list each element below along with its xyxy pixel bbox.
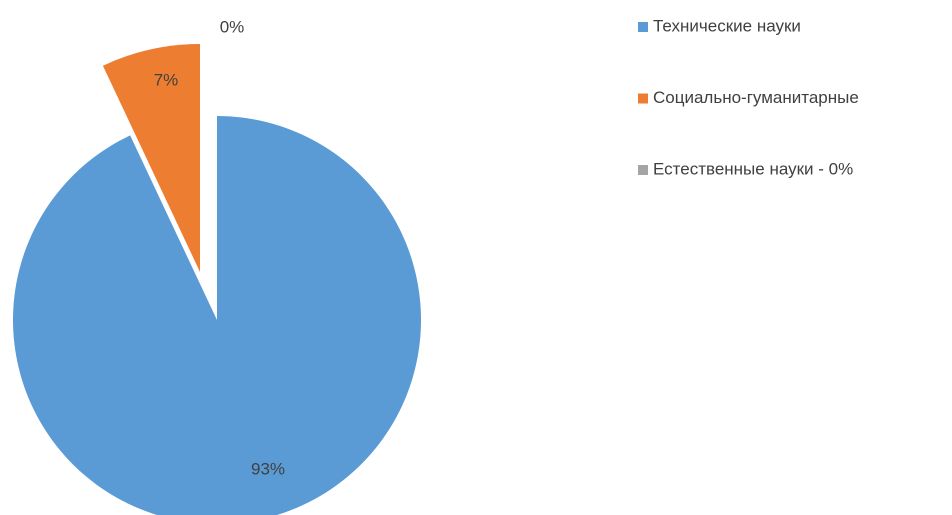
data-label: 93%: [251, 459, 285, 478]
legend-label: Естественные науки - 0%: [653, 159, 853, 178]
legend-label: Социально-гуманитарные: [653, 88, 859, 107]
pie-slice: [102, 44, 200, 272]
legend-label: Технические науки: [653, 16, 801, 35]
data-label: 0%: [220, 17, 245, 36]
legend-swatch: [638, 165, 648, 175]
data-label: 7%: [154, 70, 179, 89]
legend-swatch: [638, 93, 648, 104]
legend-swatch: [638, 22, 648, 32]
pie-slice: [13, 116, 421, 515]
